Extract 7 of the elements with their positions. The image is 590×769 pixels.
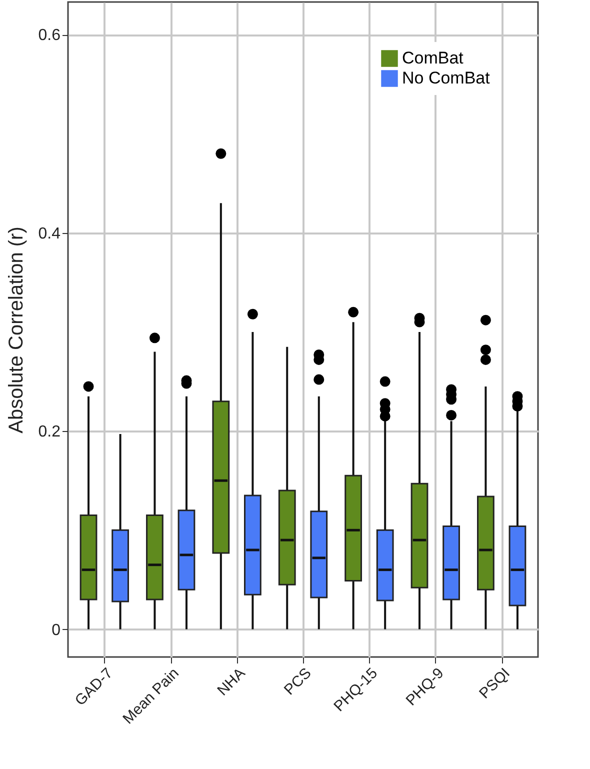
y-tick-label: 0.4 (38, 225, 61, 242)
y-tick-label: 0.2 (38, 424, 61, 441)
legend-label: No ComBat (402, 68, 490, 88)
y-axis-title: Absolute Correlation (r) (5, 226, 28, 434)
y-tick-label: 0 (52, 622, 61, 639)
legend-label: ComBat (402, 48, 464, 68)
y-tick-label: 0.6 (38, 27, 61, 44)
